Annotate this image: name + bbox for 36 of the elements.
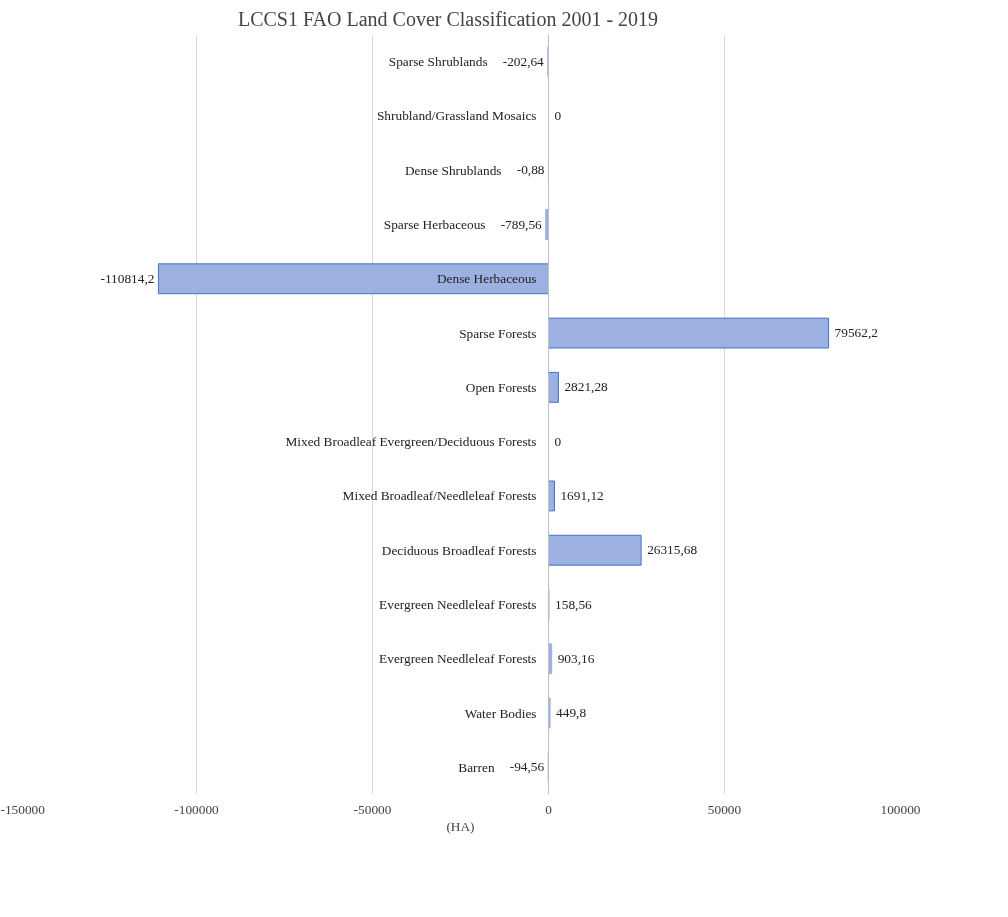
y-tick-label: Water Bodies xyxy=(464,705,537,721)
y-tick-label: Evergreen Needleleaf Forests xyxy=(379,597,537,612)
y-tick-label: Shrubland/Grassland Mosaics xyxy=(376,108,537,124)
x-tick-label: 100000 xyxy=(880,801,921,817)
y-tick-label: Dense Herbaceous xyxy=(436,271,537,287)
data-label: 26315,68 xyxy=(647,542,698,558)
y-tick-label: Barren xyxy=(458,759,495,775)
y-tick-label: Deciduous Broadleaf Forests xyxy=(381,542,537,558)
data-label: -110814,2 xyxy=(100,270,155,286)
x-tick-label: -100000 xyxy=(174,801,220,817)
y-tick-label: Mixed Broadleaf/Needleleaf Forests xyxy=(342,488,537,504)
y-tick-label: Evergreen Needleleaf Forests xyxy=(379,651,537,667)
x-axis-title: (HA) xyxy=(446,818,475,834)
y-tick-label: Sparse Herbaceous xyxy=(383,217,486,232)
data-label: 1691,12 xyxy=(560,487,604,503)
data-label: -0,88 xyxy=(516,162,545,178)
data-label: -789,56 xyxy=(500,216,543,232)
data-label: -94,56 xyxy=(509,759,545,775)
y-tick-label: Mixed Broadleaf Evergreen/Deciduous Forests xyxy=(285,434,537,450)
x-tick-label: -150000 xyxy=(0,801,46,817)
data-label: 0 xyxy=(554,107,562,123)
y-tick-label: Open Forests xyxy=(465,379,537,395)
data-label: 2821,28 xyxy=(564,379,609,395)
data-label: -202,64 xyxy=(502,53,545,69)
data-label: 158,56 xyxy=(555,596,593,612)
x-tick-label: 0 xyxy=(545,801,553,817)
data-label: 79562,2 xyxy=(834,325,878,341)
y-tick-label: Sparse Shrublands xyxy=(388,54,488,70)
chart-title: LCCS1 FAO Land Cover Classification 2001 - 2019 xyxy=(237,7,659,30)
x-tick-label: -50000 xyxy=(353,801,392,817)
y-tick-label: Sparse Forests xyxy=(459,325,537,341)
x-tick-label: 50000 xyxy=(707,801,742,817)
data-label: 903,16 xyxy=(557,650,595,666)
data-label: 0 xyxy=(554,433,562,449)
y-tick-label: Dense Shrublands xyxy=(404,162,502,178)
data-label: 449,8 xyxy=(556,705,587,721)
